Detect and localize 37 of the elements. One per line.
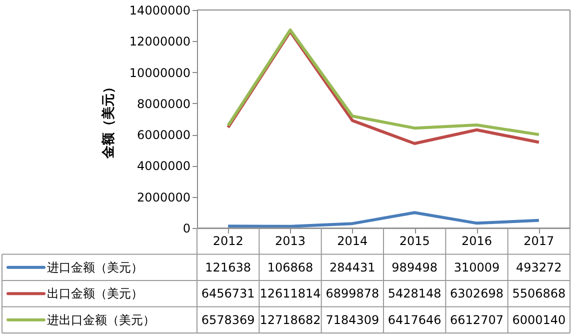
data-label: 6417646	[388, 312, 442, 327]
data-label: 6899878	[326, 286, 380, 301]
data-label: 284431	[330, 260, 376, 274]
y-axis-title: 金额（美元）	[100, 80, 116, 160]
y-tick-label: 12000000	[129, 34, 190, 49]
y-tick-label: 2000000	[137, 190, 190, 204]
x-tick-label: 2015	[399, 234, 430, 248]
data-label: 121638	[205, 260, 251, 274]
data-label: 12718682	[260, 312, 321, 327]
data-label: 5506868	[512, 286, 566, 301]
data-label: 7184309	[326, 312, 380, 327]
data-label: 6456731	[201, 286, 255, 301]
legend-label: 进口金额（美元）	[47, 260, 143, 274]
data-label: 5428148	[388, 286, 442, 301]
x-tick-label: 2017	[524, 234, 554, 248]
legend-label: 进出口金额（美元）	[47, 312, 155, 327]
data-label: 493272	[516, 260, 562, 274]
data-label: 106868	[267, 260, 314, 274]
y-tick-label: 14000000	[129, 4, 190, 18]
x-tick-label: 2016	[461, 234, 492, 248]
legend-label: 出口金额（美元）	[47, 286, 143, 301]
y-tick-label: 8000000	[137, 96, 190, 111]
data-label: 6612707	[450, 312, 504, 327]
data-label: 989498	[392, 260, 438, 274]
y-tick-label: 6000000	[137, 128, 190, 142]
y-tick-label: 4000000	[137, 159, 190, 174]
data-label: 12611814	[260, 286, 321, 301]
data-label: 6302698	[450, 286, 504, 301]
x-tick-label: 2012	[212, 234, 244, 248]
y-tick-label: 0	[182, 222, 190, 236]
data-label: 6578369	[201, 312, 255, 327]
y-tick-label: 10000000	[129, 66, 190, 80]
x-tick-label: 2013	[274, 234, 306, 248]
line-series	[226, 211, 540, 228]
x-tick-label: 2014	[337, 234, 368, 248]
data-label: 6000140	[512, 312, 566, 327]
data-label: 310009	[454, 260, 500, 274]
